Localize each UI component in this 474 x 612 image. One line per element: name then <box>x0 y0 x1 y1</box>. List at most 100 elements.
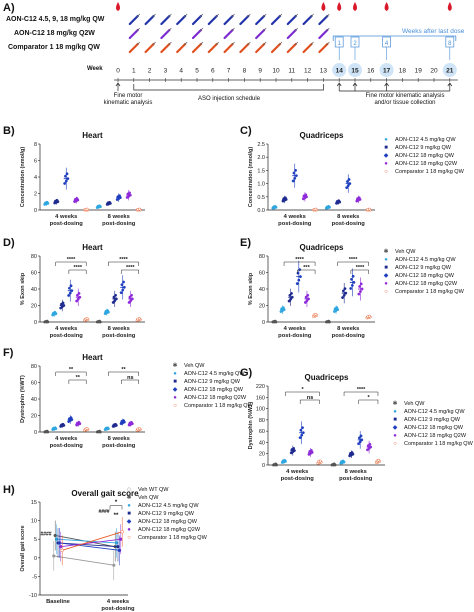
y-axis-label: Dystrophin (%WT) <box>20 375 26 423</box>
data-point <box>98 204 102 208</box>
data-point <box>357 436 361 440</box>
y-tick-label: 160 <box>256 395 265 401</box>
syringe-icon <box>270 14 282 26</box>
y-tick-label: 60 <box>259 271 265 277</box>
legend-label: Veh QW <box>184 363 205 369</box>
weeks-after-box-label: 8 <box>448 41 452 47</box>
legend-marker-icon: ● <box>393 409 397 415</box>
week-tick-label: 17 <box>383 68 391 75</box>
legend-label: Veh QW <box>395 249 416 255</box>
syringe-needle-icon <box>262 13 267 18</box>
data-point <box>294 174 298 178</box>
syringe-icon <box>239 14 250 26</box>
data-point <box>45 319 49 323</box>
legend-label: AON-C12 18 mg/kg QW <box>184 387 243 393</box>
sig-bracket <box>121 269 139 274</box>
data-point <box>77 291 81 295</box>
x-tick-label: 8 weeks <box>108 214 130 220</box>
sig-bracket <box>108 371 139 376</box>
legend-item: ◆ AON-C12 18 mg/kg QW <box>126 518 207 526</box>
syringe-icon <box>223 42 234 54</box>
panel-c: C) Quadriceps 0.0 0.5 1.0 1.5 2.0 2.5Concentrat… <box>240 125 375 227</box>
data-point <box>368 442 372 446</box>
syringe-icon <box>128 28 139 40</box>
x-tick-label: 4 weeks <box>55 326 77 332</box>
legend-label: Comparator 1 18 mg/kg QW <box>395 289 464 295</box>
legend-marker-icon: ◆ <box>383 273 389 279</box>
sig-bracket <box>343 391 379 396</box>
data-point <box>303 301 307 304</box>
syringe-icon <box>302 14 313 26</box>
data-point <box>114 541 119 545</box>
legend-item: ✱ Veh QW <box>392 400 473 408</box>
sig-label: **** <box>356 265 365 271</box>
sig-label: **** <box>349 257 358 263</box>
y-tick-label: 60 <box>259 429 265 435</box>
x-tick-label: post-dosing <box>102 221 136 227</box>
y-axis-label: Overall gait score <box>20 525 26 571</box>
data-point <box>345 186 349 190</box>
legend-item: ◆ AON-C12 18 mg/kg QW <box>172 386 253 394</box>
data-point <box>367 207 371 211</box>
sig-label: ** <box>69 367 74 373</box>
legend-label: Veh QW <box>138 495 159 501</box>
syringe-needle-icon <box>168 13 172 18</box>
sig-label: * <box>368 395 371 401</box>
legend-label: Comparator 1 18 mg/kg QW <box>404 441 473 447</box>
data-point <box>349 287 353 290</box>
syringe-icon <box>255 28 266 40</box>
aso-bracket <box>133 84 324 91</box>
data-point <box>130 293 133 297</box>
legend-marker-icon: ■ <box>384 265 388 271</box>
legend-label: AON-C12 18 mg/kg QW <box>395 153 454 159</box>
week-tick-label: 18 <box>399 68 407 75</box>
syringe-needle-icon <box>183 41 188 46</box>
legend-label: Comparator 1 18 mg/kg QW <box>138 535 207 541</box>
data-point <box>120 530 124 534</box>
x-tick-label: 8 weeks <box>108 436 130 442</box>
data-point <box>304 193 308 197</box>
panel-letter: G) <box>240 367 253 379</box>
legend-marker-icon: ● <box>127 527 131 533</box>
data-point <box>377 458 381 462</box>
syringe-icon <box>160 14 171 26</box>
panel-g: G) Quadriceps 0 20 40 60 80 100 160 220 Dystrophin… <box>240 367 385 482</box>
data-point <box>273 319 277 323</box>
legend-marker-icon: ■ <box>127 511 131 517</box>
panel-letter: C) <box>240 125 252 137</box>
data-point <box>341 296 345 300</box>
syringe-needle-icon <box>310 13 314 18</box>
x-tick-label: 4 weeks <box>286 469 308 475</box>
weeks-after-label: Weeks after last dose <box>402 28 465 35</box>
syringe-needle-icon <box>183 13 188 18</box>
week-tick-label: 19 <box>415 68 423 75</box>
legend-marker-icon: ● <box>173 371 177 377</box>
data-point <box>106 309 110 313</box>
data-point <box>64 174 67 178</box>
syringe-icon <box>207 42 218 54</box>
x-tick-label: post-dosing <box>339 476 373 482</box>
syringe-icon <box>239 42 250 54</box>
data-point <box>274 462 278 466</box>
highlight-week-circle <box>348 63 362 77</box>
data-point <box>305 299 309 303</box>
data-point <box>309 449 313 452</box>
panel-letter: E) <box>240 237 251 249</box>
syringe-icon <box>160 42 171 54</box>
legend-item: ○ Comparator 1 18 mg/kg QW <box>392 440 473 448</box>
syringe-icon <box>191 28 203 40</box>
data-point <box>53 533 57 538</box>
blood-drop-icon <box>353 2 357 11</box>
data-point <box>291 179 295 183</box>
data-point <box>301 426 304 430</box>
data-point <box>69 284 73 288</box>
data-point <box>120 283 124 287</box>
week-tick-label: 3 <box>164 68 168 75</box>
panel-letter: H) <box>3 484 15 496</box>
sig-bracket <box>121 379 139 384</box>
data-point <box>122 285 126 289</box>
data-point <box>297 278 301 282</box>
data-point <box>61 422 65 426</box>
sig-label: *** <box>303 265 310 271</box>
x-tick-label: post-dosing <box>102 333 136 339</box>
